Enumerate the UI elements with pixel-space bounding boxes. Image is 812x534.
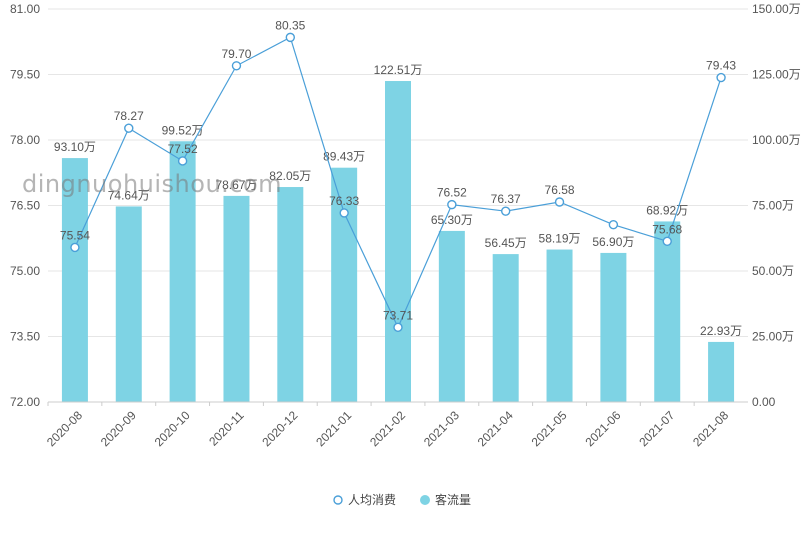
line-point <box>177 156 188 166</box>
x-tick-label: 2021-08 <box>690 408 731 449</box>
x-tick-label: 2020-10 <box>152 408 193 449</box>
line-data-label: 76.37 <box>491 192 521 206</box>
bar-data-label: 93.10万 <box>54 140 96 154</box>
line-point <box>285 32 296 43</box>
bar-data-label: 22.93万 <box>700 324 742 338</box>
bar <box>223 195 250 402</box>
x-tick-label: 2021-01 <box>313 408 354 449</box>
legend-bar-label: 客流量 <box>435 492 471 507</box>
left-tick-label: 79.50 <box>10 68 40 82</box>
bar <box>385 81 411 402</box>
legend-bar-marker <box>420 495 430 505</box>
bar-data-label: 89.43万 <box>323 150 365 164</box>
bar <box>438 230 465 402</box>
line-data-label: 79.70 <box>221 47 251 61</box>
line-point <box>393 322 403 333</box>
bar-data-label: 58.19万 <box>539 232 581 246</box>
bar-data-label: 82.05万 <box>269 169 311 183</box>
x-tick-label: 2021-04 <box>475 408 516 449</box>
bar-data-label: 56.90万 <box>592 235 634 249</box>
line-data-label: 79.43 <box>706 59 736 73</box>
line-data-label: 75.54 <box>60 228 90 242</box>
line-data-label: 76.52 <box>437 186 467 200</box>
left-tick-label: 72.00 <box>10 395 40 409</box>
bar-data-label: 99.52万 <box>162 123 204 137</box>
line-point <box>608 220 619 230</box>
line-data-label: 76.58 <box>545 183 575 197</box>
x-tick-label: 2020-09 <box>98 408 139 449</box>
line-data-label: 80.35 <box>275 18 305 32</box>
bar-data-label: 68.92万 <box>646 203 688 217</box>
x-tick-label: 2021-06 <box>582 408 623 449</box>
left-tick-label: 75.00 <box>10 264 40 278</box>
bar <box>654 221 681 402</box>
bar-data-label: 78.67万 <box>215 178 257 192</box>
bar <box>331 167 358 402</box>
x-tick-label: 2020-08 <box>44 408 85 449</box>
bar <box>61 158 88 402</box>
right-tick-label: 125.00万 <box>752 68 801 82</box>
bar-series-keliuliang: 93.10万 74.64万 99.52万 78.67万 82.05万 89.43万 122.… <box>54 63 742 402</box>
bar <box>277 187 304 402</box>
line-point <box>231 61 242 71</box>
left-tick-label: 81.00 <box>10 2 40 16</box>
x-axis: 2020-08 2020-09 2020-10 2020-11 2020-12 2021-… <box>44 401 748 449</box>
bar <box>546 249 573 402</box>
bar-data-label: 122.51万 <box>374 63 423 77</box>
line-point <box>554 197 565 207</box>
line-point <box>500 206 511 216</box>
line-point <box>662 236 672 247</box>
right-tick-label: 50.00万 <box>752 264 794 278</box>
left-tick-label: 78.00 <box>10 133 40 147</box>
right-y-axis: 0.00 25.00万 50.00万 75.00万 100.00万 125.00万 150.… <box>752 2 801 409</box>
x-tick-label: 2020-12 <box>259 408 300 449</box>
line-data-label: 73.71 <box>383 308 413 322</box>
line-point <box>447 199 457 210</box>
x-tick-label: 2020-11 <box>206 408 247 449</box>
bar-data-label: 56.45万 <box>485 236 527 250</box>
legend-line-marker <box>333 495 343 505</box>
line-point <box>70 242 80 253</box>
right-tick-label: 25.00万 <box>752 330 794 344</box>
x-tick-label: 2021-07 <box>636 408 677 449</box>
right-tick-label: 100.00万 <box>752 133 801 147</box>
legend-line-label: 人均消费 <box>348 493 396 507</box>
x-tick-label: 2021-03 <box>421 408 462 449</box>
line-point <box>124 123 134 133</box>
line-point <box>716 72 726 83</box>
bar <box>169 141 196 402</box>
line-data-label: 75.68 <box>652 222 682 236</box>
legend[interactable]: 人均消费 客流量 <box>333 492 471 507</box>
right-tick-label: 150.00万 <box>752 2 801 16</box>
bar <box>115 206 142 402</box>
bar <box>600 252 627 402</box>
bar <box>492 254 519 402</box>
right-tick-label: 0.00 <box>752 395 776 409</box>
x-tick-label: 2021-05 <box>529 408 570 449</box>
line-data-label: 77.52 <box>168 142 198 156</box>
x-tick-label: 2021-02 <box>367 408 408 449</box>
left-tick-label: 73.50 <box>10 330 40 344</box>
left-tick-label: 76.50 <box>10 199 40 213</box>
line-series-renjunxiaofei: 75.54 78.27 77.52 79.70 80.35 76.33 73.71 76.52… <box>60 18 736 333</box>
watermark: dingnuohuishou.com <box>22 170 283 198</box>
line-point <box>339 208 349 218</box>
right-tick-label: 75.00万 <box>752 199 794 213</box>
bar-data-label: 74.64万 <box>108 188 150 202</box>
bar-data-label: 65.30万 <box>431 213 473 227</box>
line-data-label: 76.33 <box>329 194 359 208</box>
left-y-axis: 72.00 73.50 75.00 76.50 78.00 79.50 81.00 <box>10 2 40 409</box>
bar <box>708 341 735 402</box>
line-data-label: 78.27 <box>114 109 144 123</box>
